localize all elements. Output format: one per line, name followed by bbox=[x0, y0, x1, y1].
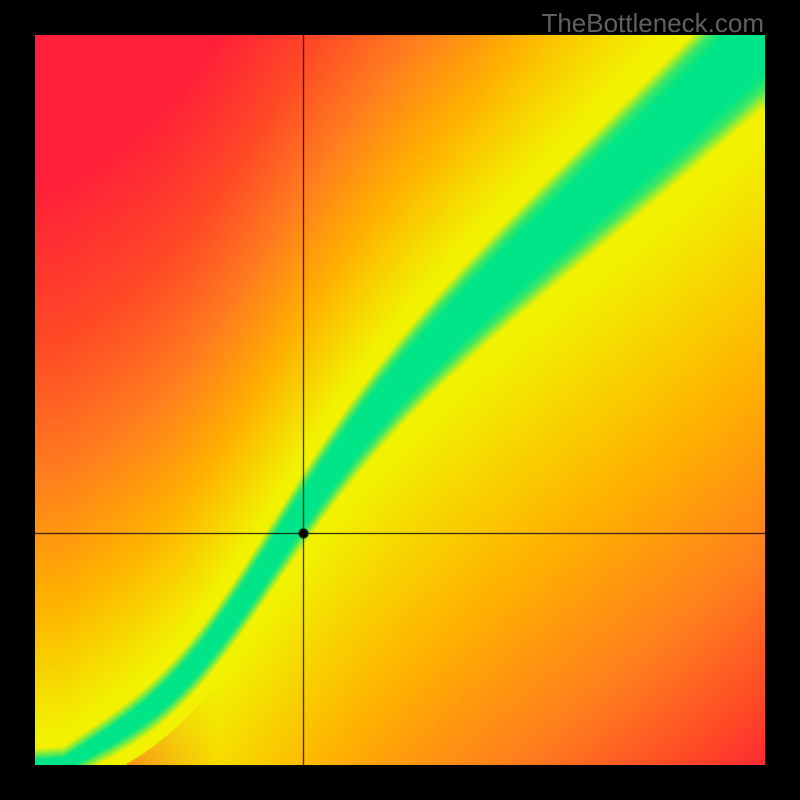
watermark-text: TheBottleneck.com bbox=[541, 8, 764, 39]
chart-container: TheBottleneck.com bbox=[0, 0, 800, 800]
bottleneck-heatmap bbox=[35, 35, 765, 765]
